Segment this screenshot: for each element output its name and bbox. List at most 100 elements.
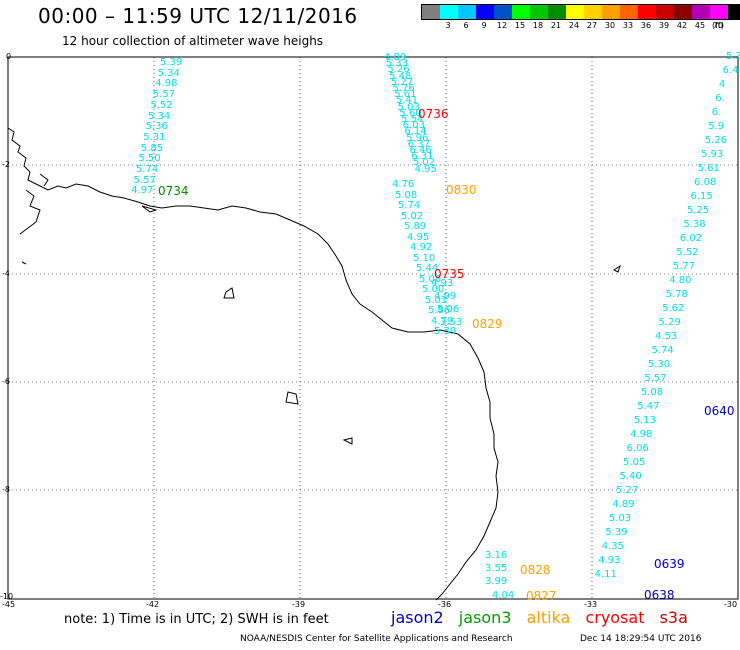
x-tick: -33 xyxy=(584,600,598,609)
color-scale-label: 39 xyxy=(658,21,670,30)
color-scale-label: 45 xyxy=(694,21,706,30)
page-subtitle: 12 hour collection of altimeter wave hei… xyxy=(62,34,324,48)
wave-height-reading: 5.52 xyxy=(150,99,173,111)
wave-height-reading: 5.61 xyxy=(394,89,417,101)
coastline-islands xyxy=(19,173,621,445)
wave-height-reading: 5.06 xyxy=(437,304,460,315)
track-time-label: 0639 xyxy=(654,557,685,571)
wave-height-reading: 5.38 xyxy=(683,219,706,230)
wave-height-reading: 5.10 xyxy=(413,252,436,264)
coastline xyxy=(7,127,499,601)
wave-height-reading: 6.06 xyxy=(626,443,649,454)
wave-height-reading: 5.89 xyxy=(404,221,427,232)
wave-height-reading: 5.08 xyxy=(419,273,442,285)
track-time-label: 0638 xyxy=(644,588,675,602)
wave-height-reading: 4.04 xyxy=(492,590,515,601)
wave-height-reading: 5.13 xyxy=(633,415,656,426)
wave-height-reading: 5.60 xyxy=(399,107,422,119)
wave-height-reading: 6.02 xyxy=(679,233,703,244)
x-tick: -30 xyxy=(724,600,738,609)
track-time-label: 0830 xyxy=(446,183,477,197)
wave-height-reading: 5.30 xyxy=(647,359,671,370)
wave-height-reading: 5.27 xyxy=(615,485,639,496)
wave-height-reading: 5.29 xyxy=(658,317,681,328)
wave-height-reading: 6.14 xyxy=(404,126,427,138)
wave-height-reading: 4.89 xyxy=(612,499,635,510)
color-swatch xyxy=(512,5,530,19)
track-time-label: 0736 xyxy=(418,107,449,121)
wave-height-reading: 4.89 xyxy=(384,52,407,63)
wave-height-reading: 4.97 xyxy=(131,185,154,197)
wave-height-reading: 5.03 xyxy=(397,101,420,113)
wave-height-reading: 5.93 xyxy=(701,149,724,160)
wave-height-reading: 5.31 xyxy=(143,131,166,143)
wave-height-reading: 5.74 xyxy=(398,200,421,211)
track-time-label: 0827 xyxy=(526,589,557,603)
color-scale-label: 36 xyxy=(640,21,652,30)
wave-height-reading: 4.79 xyxy=(431,315,454,327)
wave-height-reading: 5.36 xyxy=(145,121,168,133)
color-scale-label: 18 xyxy=(532,21,544,30)
wave-height-reading: 5.05 xyxy=(623,457,646,468)
wave-height-reading: 4.95 xyxy=(407,231,430,243)
wave-height-reading: 4.98 xyxy=(630,429,653,440)
wave-height-reading: 4.53 xyxy=(655,331,678,342)
satellite-legend-cryosat: cryosat xyxy=(585,608,645,627)
color-scale-label: 70 xyxy=(712,21,724,30)
color-scale-label: 24 xyxy=(568,21,580,30)
x-tick: -42 xyxy=(146,600,160,609)
wave-height-reading: 5.96 xyxy=(406,132,429,144)
wave-height-reading: 5.08 xyxy=(640,387,664,398)
map-frame xyxy=(7,56,739,600)
color-scale-unit: (ft) xyxy=(712,21,725,30)
color-scale-label: 42 xyxy=(676,21,688,30)
y-tick: -6 xyxy=(2,377,10,386)
satellite-legend-jason3: jason3 xyxy=(458,608,512,627)
color-swatch xyxy=(458,5,476,19)
satellite-legend-jason2: jason2 xyxy=(391,608,444,627)
color-scale-label: 27 xyxy=(586,21,598,30)
wave-height-reading: 5.25 xyxy=(686,205,710,216)
wave-height-reading: 5.57 xyxy=(133,174,156,186)
wave-height-reading: 5.34 xyxy=(148,110,171,122)
color-scale-label: 3 xyxy=(445,21,451,30)
color-swatch xyxy=(656,5,674,19)
color-swatch xyxy=(620,5,638,19)
wave-height-reading: 6. xyxy=(715,93,725,104)
wave-height-reading: 3.99 xyxy=(485,576,508,587)
color-swatch xyxy=(548,5,566,19)
wave-height-reading: 6.37 xyxy=(407,138,431,150)
color-scale-label: 15 xyxy=(514,21,526,30)
track-time-label: 0640 xyxy=(704,404,735,418)
color-swatch xyxy=(710,5,728,19)
wave-height-reading: 4.99 xyxy=(434,291,457,302)
wave-height-reading: 5.74 xyxy=(136,164,159,175)
wave-height-reading: 5.03 xyxy=(608,513,632,524)
wave-height-reading: 5.39 xyxy=(160,57,183,68)
y-tick: -10 xyxy=(0,592,14,601)
wave-height-reading: 5.40 xyxy=(619,471,642,482)
wave-height-reading: 4.76 xyxy=(392,179,415,190)
wave-height-reading: 5.47 xyxy=(637,401,660,412)
wave-height-reading: 4.11 xyxy=(594,569,617,580)
color-swatch xyxy=(422,5,440,19)
wave-height-reading: 5.85 xyxy=(140,142,164,154)
wave-height-reading: 5.39 xyxy=(605,527,628,538)
page-title: 00:00 – 11:59 UTC 12/11/2016 xyxy=(38,4,358,28)
satellite-legend: jason2 jason3 altika cryosat s3a xyxy=(391,608,698,627)
wave-height-reading: 5.33 xyxy=(385,58,408,70)
wave-height-reading: 4.80 xyxy=(669,275,692,286)
y-tick: -4 xyxy=(2,269,10,278)
color-swatch xyxy=(566,5,584,19)
wave-height-reading: 5.57 xyxy=(644,373,667,384)
satellite-legend-s3a: s3a xyxy=(659,608,688,627)
wave-height-reading: 5.00 xyxy=(422,284,445,295)
wave-height-reading: 5.02 xyxy=(412,157,436,169)
generated-timestamp: Dec 14 18:29:54 UTC 2016 xyxy=(580,634,702,644)
track-time-label: 0829 xyxy=(472,317,503,331)
wave-height-reading: 4.93 xyxy=(598,555,621,566)
wave-height-reading: 5.61 xyxy=(697,163,720,174)
track-time-label: 0828 xyxy=(520,563,551,577)
color-scale-label: 9 xyxy=(481,21,487,30)
